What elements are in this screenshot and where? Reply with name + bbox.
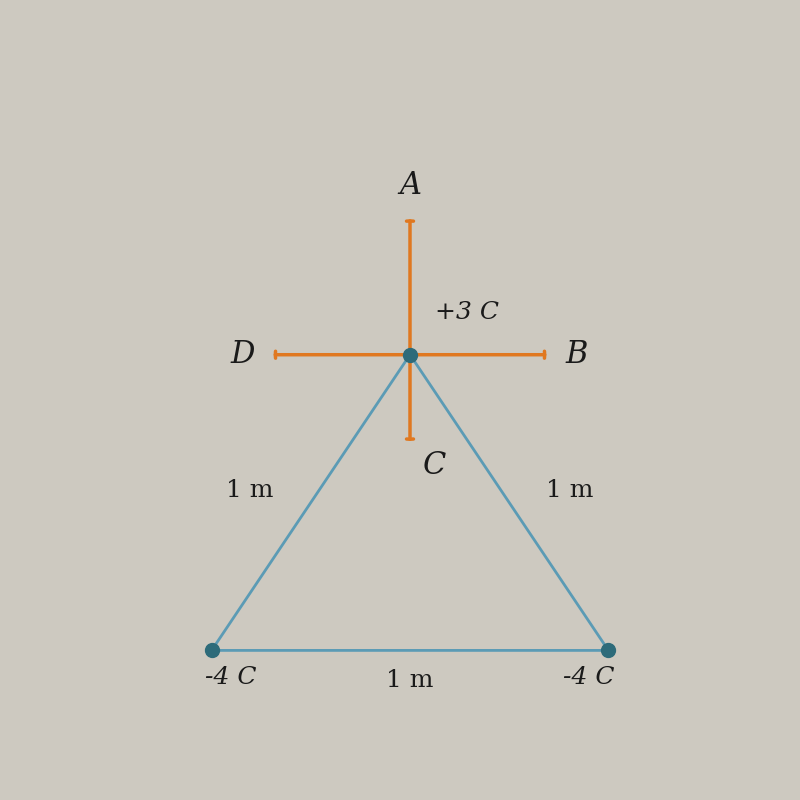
Text: C: C — [422, 450, 446, 482]
Text: 1 m: 1 m — [546, 478, 594, 502]
Text: B: B — [565, 339, 587, 370]
Point — [602, 644, 614, 657]
Text: 1 m: 1 m — [226, 478, 274, 502]
Point — [205, 644, 218, 657]
Text: A: A — [399, 170, 421, 201]
Text: +3 C: +3 C — [435, 301, 499, 324]
Point — [403, 348, 416, 361]
Text: D: D — [230, 339, 255, 370]
Text: -4 C: -4 C — [563, 666, 614, 689]
Text: -4 C: -4 C — [206, 666, 257, 689]
Text: 1 m: 1 m — [386, 669, 434, 692]
